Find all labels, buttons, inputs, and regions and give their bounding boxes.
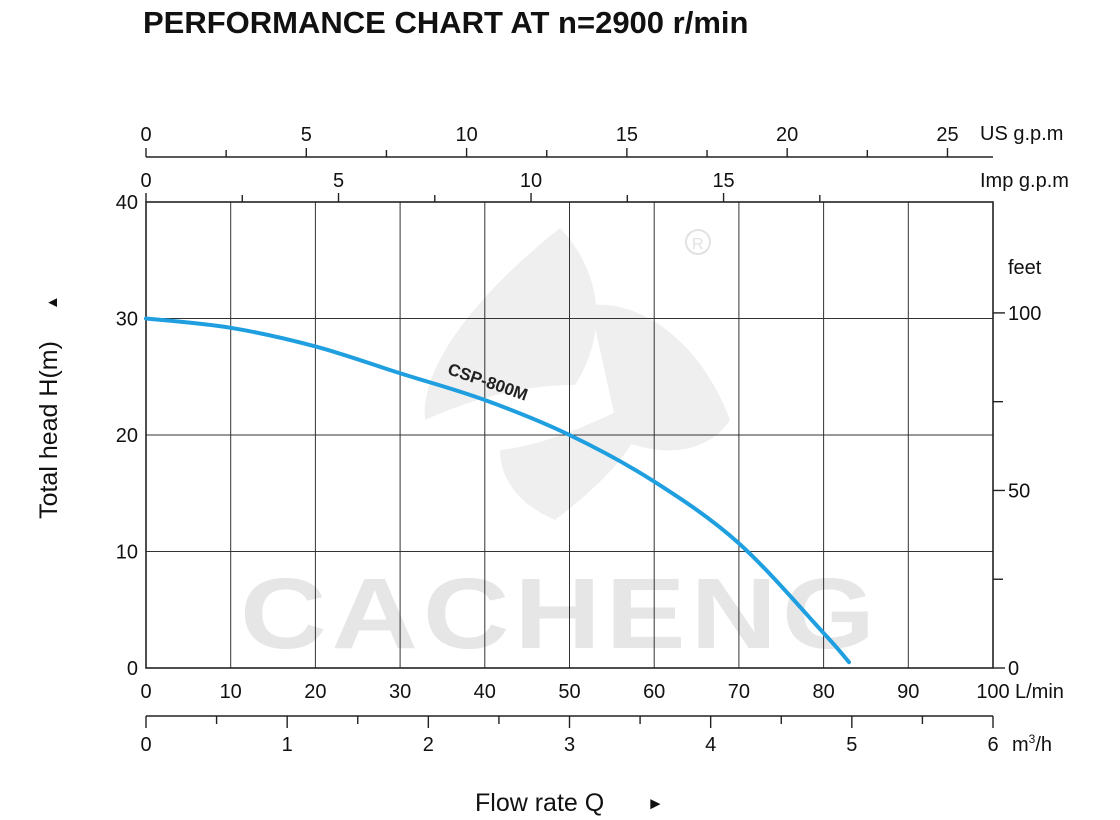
y-axis-title-group: Total head H(m) ▲ xyxy=(35,295,63,519)
m3h-tick-label: 2 xyxy=(423,734,434,756)
y-tick-label-m: 40 xyxy=(116,192,138,214)
m3h-tick-label: 6 xyxy=(987,734,998,756)
x-axis-title: Flow rate Q xyxy=(475,789,604,817)
m3h-tick-label: 3 xyxy=(564,734,575,756)
m3h-tick-label: 4 xyxy=(705,734,716,756)
m3h-unit-sup: 3 xyxy=(1029,732,1036,746)
m3h-unit-base: m xyxy=(1012,734,1029,756)
y-tick-label-m: 10 xyxy=(116,542,138,564)
series-line-csp-800m xyxy=(144,316,852,665)
x-tick-label-lpm: 30 xyxy=(389,681,411,703)
us-gpm-tick-label: 20 xyxy=(776,124,798,146)
watermark-logo: R CACHENG xyxy=(240,228,880,670)
us-gpm-tick-label: 15 xyxy=(616,124,638,146)
plot-border xyxy=(145,201,994,669)
m3h-tick-label: 0 xyxy=(140,734,151,756)
x-tick-label-lpm: 10 xyxy=(220,681,242,703)
m3h-tick-label: 5 xyxy=(846,734,857,756)
imp-gpm-tick-label: 15 xyxy=(712,170,734,192)
x-tick-label-lpm: 90 xyxy=(897,681,919,703)
x-axis-arrow: ► xyxy=(647,794,664,813)
chart-title: PERFORMANCE CHART AT n=2900 r/min xyxy=(143,5,748,40)
x-tick-label-lpm: 50 xyxy=(558,681,580,703)
y-tick-label-m: 0 xyxy=(127,658,138,680)
x-tick-label-lpm: 40 xyxy=(474,681,496,703)
y-tick-label-m: 30 xyxy=(116,309,138,331)
x-tick-label-lpm: 60 xyxy=(643,681,665,703)
x-tick-label-lpm: 20 xyxy=(304,681,326,703)
x-tick-label-lpm: 0 xyxy=(140,681,151,703)
feet-tick-label: 0 xyxy=(1008,658,1019,680)
us-gpm-tick-label: 25 xyxy=(936,124,958,146)
imp-gpm-tick-label: 10 xyxy=(520,170,542,192)
svg-text:R: R xyxy=(692,236,704,253)
watermark-text: CACHENG xyxy=(240,558,880,670)
y-axis-arrow: ▲ xyxy=(44,295,61,310)
us-gpm-tick-label: 10 xyxy=(455,124,477,146)
lpm-unit-label: L/min xyxy=(1015,681,1064,703)
feet-tick-label: 100 xyxy=(1008,303,1041,325)
imp-gpm-unit-label: Imp g.p.m xyxy=(980,170,1069,192)
x-tick-label-lpm: 100 xyxy=(976,681,1009,703)
feet-tick-label: 50 xyxy=(1008,480,1030,502)
feet-unit-label: feet xyxy=(1008,257,1042,279)
m3h-unit-suffix: /h xyxy=(1035,734,1052,756)
y-axis-title: Total head H(m) xyxy=(35,341,63,519)
us-gpm-unit-label: US g.p.m xyxy=(980,123,1063,145)
plot-frame xyxy=(145,201,994,669)
m3h-tick-label: 1 xyxy=(282,734,293,756)
imp-gpm-tick-label: 0 xyxy=(140,170,151,192)
us-gpm-tick-label: 5 xyxy=(301,124,312,146)
imp-gpm-tick-label: 5 xyxy=(333,170,344,192)
m3h-unit-label: m3/h xyxy=(1012,732,1052,756)
us-gpm-tick-label: 0 xyxy=(140,124,151,146)
x-tick-label-lpm: 80 xyxy=(812,681,834,703)
x-tick-label-lpm: 70 xyxy=(728,681,750,703)
y-tick-label-m: 20 xyxy=(116,425,138,447)
